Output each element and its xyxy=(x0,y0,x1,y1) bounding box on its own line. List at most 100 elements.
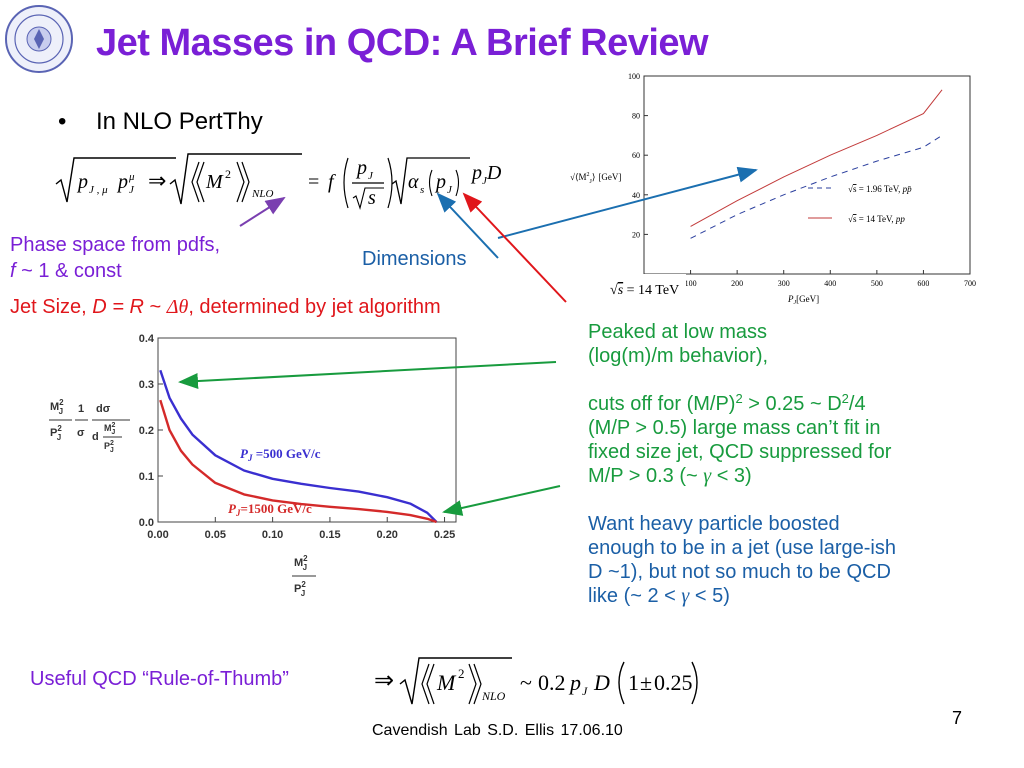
plot-top-ylabel-close: ⟩ xyxy=(592,172,596,182)
plot-top-ytick-label: 20 xyxy=(632,230,640,239)
phase-space-line1: Phase space from pdfs, xyxy=(10,234,221,256)
cutoff-gamma: γ xyxy=(703,465,712,487)
plot-top-xlabel-p: P xyxy=(787,294,794,304)
f2-tilde: ~ xyxy=(520,670,532,695)
pb-s2-sub: J xyxy=(235,508,241,518)
f2-p: p xyxy=(568,670,581,695)
phase-space-rest: ~ 1 & const xyxy=(15,260,122,282)
plot-top-xtick-label: 200 xyxy=(731,279,743,288)
explanation-block: Peaked at low mass (log(m)/m behavior), … xyxy=(588,320,1018,632)
plot-top-xtick-label: 500 xyxy=(871,279,883,288)
pb-ylabel-dP: P2 J xyxy=(104,440,114,454)
pb-ylabel-dM-sub: J xyxy=(111,429,115,436)
pb-ylabel-dsigma: dσ xyxy=(96,403,111,415)
boost-line1: Want heavy particle boosted xyxy=(588,513,840,535)
page-number: 7 xyxy=(952,708,963,728)
cutoff-line2: (M/P > 0.5) large mass can’t fit in xyxy=(588,417,881,439)
f1-lhs-sub1: J , μ xyxy=(89,184,108,196)
plot-bottom-xtick-label: 0.25 xyxy=(434,529,455,541)
cutoff-line3: fixed size jet, QCD suppressed for xyxy=(588,441,892,463)
plot-top-xtick-label: 400 xyxy=(824,279,836,288)
plot-bottom-ylabel: M2 J P2 J 1 σ dσ d M2 J P2 J xyxy=(49,398,130,454)
boost-line3: D ~1), but not so much to be QCD xyxy=(588,561,891,583)
plot-top-xlabel-sub: J xyxy=(794,300,797,306)
f1-lhs-p: p xyxy=(76,171,88,193)
plot-bottom-ytick-label: 0.2 xyxy=(139,425,154,437)
bullet-dot: • xyxy=(58,108,67,135)
plot-top-legend2-val: = 14 TeV, xyxy=(856,214,895,224)
plot-bottom-ytick-label: 0.3 xyxy=(139,379,154,391)
cutoff-c: /4 xyxy=(848,393,866,415)
plot-top-xtick-label: 700 xyxy=(964,279,976,288)
pb-xlabel-P-sup: 2 xyxy=(301,580,306,589)
f1-lhs-sup2: μ xyxy=(128,171,135,183)
f1-alpha-sub: s xyxy=(420,184,424,196)
f1-alpha: α xyxy=(408,171,419,193)
f2-frac: 0.25 xyxy=(654,670,693,695)
plot-top-series-2 xyxy=(690,89,943,227)
plot-bottom-frame xyxy=(157,337,457,523)
boost-gamma: γ xyxy=(681,585,690,607)
pb-xlabel-P: P2 J xyxy=(294,580,306,598)
bullet-text: In NLO PertThy xyxy=(96,108,263,135)
plot-top-ytick-label: 100 xyxy=(628,72,640,81)
pb-ylabel-one: 1 xyxy=(78,403,84,415)
plot-bottom-xlabel: M2 J P2 J xyxy=(292,554,316,598)
boost-line4-b: < 5) xyxy=(689,585,730,607)
plot-bottom-xtick-label: 0.05 xyxy=(205,529,226,541)
plot-top-frame xyxy=(643,75,971,275)
cutoff-b: > 0.25 ~ D xyxy=(742,393,842,415)
pb-ylabel-sigma: σ xyxy=(77,427,85,439)
plot-top-legend2: √s = 14 TeV, pp xyxy=(848,214,905,224)
f1-pj-p: p xyxy=(434,171,446,193)
f1-lhs-p2: p xyxy=(116,171,128,193)
plot-bottom-series-2 xyxy=(159,399,437,524)
plot-bottom-xtick-label: 0.00 xyxy=(147,529,168,541)
pb-ylabel-dM-sup: 2 xyxy=(112,422,116,429)
boost-line4-a: like (~ 2 < xyxy=(588,585,682,607)
plot-bottom-xtick-label: 0.15 xyxy=(319,529,340,541)
plot-bottom-ytick-label: 0.4 xyxy=(139,333,155,345)
plot-top-ylabel-sqrt: ⟨M xyxy=(575,172,587,182)
plot-top-overlay-s: s xyxy=(618,283,624,298)
plot-bottom-xtick-label: 0.20 xyxy=(377,529,398,541)
jet-size-suffix: , determined by jet algorithm xyxy=(188,296,441,318)
cutoff-sup2: 2 xyxy=(841,391,849,406)
f1-lhs-sub2: J xyxy=(129,184,135,196)
pb-ylabel-P: P2 J xyxy=(50,424,62,442)
pb-s1-val: =500 GeV/c xyxy=(252,446,320,461)
bullet-item: • In NLO PertThy xyxy=(58,108,263,136)
jet-size-tilde: ~ xyxy=(143,296,167,318)
explanation-boost: Want heavy particle boosted enough to be… xyxy=(588,512,1018,608)
plot-top-legend1-s: s xyxy=(853,184,857,194)
f2-nlo: NLO xyxy=(481,689,506,703)
pb-ylabel-dP-sup: 2 xyxy=(110,440,114,447)
f1-M: M xyxy=(205,171,224,193)
f1-M-sup: 2 xyxy=(225,167,231,181)
plot-top-overlay-val: = 14 TeV xyxy=(623,283,679,298)
plot-bottom-series1-label: PJ =500 GeV/c xyxy=(240,446,321,463)
f1-f: f xyxy=(328,171,336,193)
phase-space-note: Phase space from pdfs, f ~ 1 & const xyxy=(10,232,220,284)
f1-tail-sub: J xyxy=(482,175,487,187)
cutoff-sup1: 2 xyxy=(735,391,743,406)
plot-bottom-ytick-label: 0.1 xyxy=(139,471,154,483)
f2-p-sub: J xyxy=(582,684,588,698)
pb-xlabel-M: M2 J xyxy=(294,554,308,572)
plot-top-xtick-label: 100 xyxy=(685,279,697,288)
pb-s2-p: P xyxy=(228,501,237,516)
f2-pm: ± xyxy=(640,670,652,695)
plot-top-legend1: √s = 1.96 TeV, pp̄ xyxy=(848,184,912,194)
plot-top-legend1-proc: pp̄ xyxy=(902,184,913,194)
jet-size-note: Jet Size, D = R ~ Δθ, determined by jet … xyxy=(10,296,441,319)
f1-nlo: NLO xyxy=(251,188,273,200)
phase-space-f: f xyxy=(10,260,16,282)
pb-s1-sub: J xyxy=(247,453,253,463)
arrow-jet-size xyxy=(462,192,567,303)
f2-implies: ⇒ xyxy=(374,668,394,694)
university-seal-logo xyxy=(5,5,73,73)
plot-top-overlay-bg xyxy=(606,274,686,302)
pb-ylabel-M-text: M xyxy=(50,401,59,413)
jet-size-delta: Δθ xyxy=(166,296,189,318)
explanation-cutoff: cuts off for (M/P)2 > 0.25 ~ D2/4 (M/P >… xyxy=(588,392,1018,488)
